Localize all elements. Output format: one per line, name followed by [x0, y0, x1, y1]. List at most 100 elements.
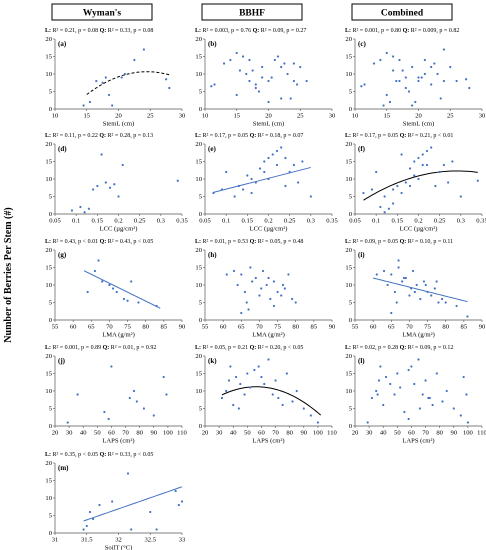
x-tick-label: 80	[436, 430, 443, 437]
panel-label: (c)	[358, 40, 366, 48]
data-point	[413, 160, 416, 163]
y-tick-label: 15	[45, 265, 52, 272]
data-point	[95, 79, 98, 83]
x-tick-label: 0.3	[307, 218, 316, 225]
data-point	[92, 188, 95, 191]
y-tick-label: 10	[45, 71, 52, 78]
stats-line: L: R² = 0.21, p = 0.08 Q: R² = 0.33, p =…	[45, 28, 153, 34]
data-point	[421, 393, 424, 396]
x-tick-label: 30	[366, 430, 373, 437]
data-point	[253, 368, 256, 372]
data-point	[137, 301, 140, 304]
data-point	[267, 276, 270, 280]
x-axis-label: LMA (g/m²)	[102, 332, 135, 339]
y-tick-label: 5	[49, 89, 53, 96]
data-point	[425, 163, 429, 167]
data-point	[316, 421, 319, 424]
y-tick-label: 5	[349, 406, 353, 413]
data-point	[280, 294, 283, 297]
stats-linear-key: L:	[195, 133, 203, 139]
data-point	[83, 211, 86, 214]
data-point	[249, 386, 252, 389]
stats-line: L: R² = 0.17, p = 0.05 Q: R² = 0.18, p =…	[195, 133, 303, 139]
stats-line: L: R² = 0.01, p = 0.53 Q: R² = 0.05, p =…	[195, 239, 303, 245]
y-tick-label: 5	[199, 300, 203, 307]
stats-quadratic-key: Q:	[400, 239, 408, 245]
x-tick-label: 20	[52, 430, 59, 437]
x-tick-label: 90	[179, 324, 186, 331]
data-point	[410, 365, 413, 368]
x-tick-label: 85	[161, 324, 168, 331]
data-point	[400, 191, 403, 195]
data-point	[386, 283, 389, 287]
x-tick-label: 100	[313, 430, 324, 437]
x-axis-label: StemL (cm)	[403, 121, 434, 128]
data-point	[233, 195, 236, 198]
x-tick-label: 70	[122, 430, 129, 437]
quadratic-fit-line	[363, 170, 478, 201]
data-point	[130, 280, 133, 283]
data-point	[392, 69, 395, 72]
data-point	[411, 104, 414, 107]
data-point	[393, 290, 397, 294]
data-point	[421, 163, 424, 167]
data-point	[271, 393, 274, 396]
data-point	[245, 72, 248, 76]
data-point	[397, 259, 400, 262]
data-point	[305, 79, 308, 83]
data-point	[433, 287, 436, 290]
x-tick-label: 60	[258, 430, 265, 437]
data-point	[420, 76, 423, 79]
stats-quadratic: R² = 0.33, p = 0.08	[108, 28, 154, 34]
data-point	[130, 528, 133, 531]
data-point	[462, 375, 465, 379]
data-point	[165, 393, 168, 396]
data-point	[275, 149, 279, 153]
data-point	[384, 375, 388, 379]
data-point	[101, 81, 104, 84]
y-tick-label: 20	[45, 36, 52, 43]
data-point	[407, 368, 410, 372]
stats-quadratic-key: Q:	[400, 133, 408, 139]
data-point	[123, 72, 126, 76]
x-tick-label: 90	[479, 324, 486, 331]
x-tick-label: 15	[83, 113, 90, 120]
stats-linear-key: L:	[195, 345, 203, 351]
data-point	[393, 393, 396, 396]
stats-linear-key: L:	[45, 239, 53, 245]
x-tick-label: 0.2	[414, 218, 422, 225]
x-tick-label: 55	[52, 324, 59, 331]
data-point	[120, 76, 123, 79]
data-point	[284, 184, 287, 188]
stats-line: L: R² = 0.35, p < 0.05 Q: R² = 0.33, p <…	[45, 452, 153, 458]
data-point	[243, 393, 246, 396]
data-point	[115, 290, 118, 294]
data-point	[283, 62, 286, 65]
data-point	[435, 280, 438, 283]
data-point	[242, 55, 245, 58]
data-point	[413, 174, 416, 177]
panel-label: (e)	[208, 145, 216, 153]
data-point	[292, 62, 295, 65]
data-point	[410, 287, 413, 290]
data-point	[423, 72, 426, 76]
data-point	[401, 280, 404, 283]
data-point	[401, 69, 404, 72]
data-point	[375, 170, 378, 174]
stats-quadratic: R² = 0.05, p = 0.48	[258, 239, 304, 245]
data-point	[283, 287, 286, 290]
data-point	[444, 301, 447, 304]
data-point	[413, 382, 416, 386]
data-point	[276, 290, 279, 294]
data-point	[402, 276, 406, 280]
data-point	[408, 294, 411, 297]
y-tick-label: 20	[195, 36, 202, 43]
panel-d: L: R² = 0.11, p = 0.22 Q: R² = 0.28, p =…	[45, 133, 188, 233]
x-tick-label: 110	[477, 430, 486, 437]
y-tick-label: 0	[199, 423, 203, 430]
data-point	[382, 269, 386, 273]
data-point	[246, 372, 249, 375]
data-point	[417, 79, 420, 83]
data-point	[302, 407, 305, 410]
x-tick-label: 50	[394, 430, 401, 437]
